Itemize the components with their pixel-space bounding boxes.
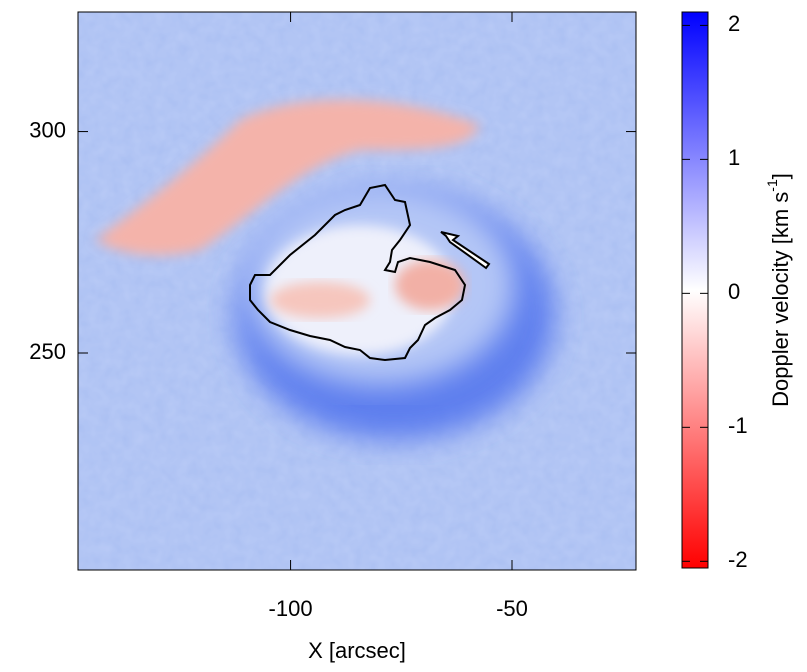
colorbar-label: Doppler velocity [km s-1]: [764, 173, 793, 407]
colorbar-tick-label: -2: [728, 547, 748, 572]
y-tick-label: 300: [29, 117, 66, 142]
doppler-image: [78, 12, 636, 570]
colorbar-tick-label: -1: [728, 413, 748, 438]
x-tick-label: -100: [269, 596, 313, 621]
colorbar-tick-label: 1: [728, 145, 740, 170]
x-axis-label: X [arcsec]: [308, 638, 406, 663]
colorbar-label-superscript: -1: [764, 179, 780, 192]
colorbar-tick-label: 0: [728, 279, 740, 304]
colorbar: [681, 11, 709, 569]
x-tick-label: -50: [496, 596, 528, 621]
y-tick-label: 250: [29, 339, 66, 364]
colorbar-label-suffix: ]: [768, 173, 793, 179]
plot-frame: [77, 11, 637, 571]
colorbar-tick-label: 2: [728, 11, 740, 36]
colorbar-label-text: Doppler velocity [km s: [768, 192, 793, 407]
